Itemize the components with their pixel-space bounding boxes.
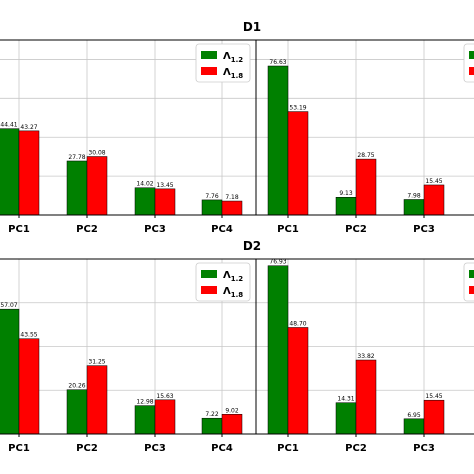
data-label: 76.93 xyxy=(269,259,286,266)
bar-green xyxy=(335,196,357,216)
legend-swatch xyxy=(201,286,217,294)
bar-green xyxy=(201,199,223,216)
data-label: 6.95 xyxy=(407,412,421,419)
bar-green xyxy=(403,418,425,435)
legend-swatch xyxy=(469,270,474,278)
data-label: 30.08 xyxy=(88,150,105,157)
chart-panel-3: 57.07 20.26 12.98 7.22 43.55 31.25 15.63 9.02 PC… xyxy=(0,258,257,454)
bar-red xyxy=(221,200,243,216)
x-tick-label: PC2 xyxy=(345,224,367,235)
x-tick-label: PC3 xyxy=(413,224,435,235)
bar-green xyxy=(66,160,88,216)
x-tick-label: PC2 xyxy=(76,443,98,454)
data-label: 12.98 xyxy=(136,399,153,406)
bar-red xyxy=(154,188,176,216)
data-label: 9.02 xyxy=(225,407,239,414)
bar-green xyxy=(134,405,156,435)
legend-swatch xyxy=(201,67,217,75)
chart-title-d1: D1 xyxy=(243,20,261,34)
data-label: 33.82 xyxy=(357,353,374,360)
bar-green xyxy=(267,265,289,435)
x-tick-label: PC2 xyxy=(76,224,98,235)
legend-swatch xyxy=(201,270,217,278)
bar-red xyxy=(287,327,309,435)
bar-red xyxy=(423,399,445,435)
bar-red xyxy=(18,338,40,435)
legend-box xyxy=(463,43,474,83)
bar-red xyxy=(18,130,40,216)
data-label: 15.63 xyxy=(156,393,173,400)
data-label: 9.13 xyxy=(339,190,353,197)
data-label: 15.45 xyxy=(425,178,442,185)
legend: Λ1.2Λ1.8 xyxy=(463,262,474,302)
bar-red xyxy=(355,359,377,435)
legend-swatch xyxy=(469,286,474,294)
data-label: 7.98 xyxy=(407,192,421,199)
legend-swatch xyxy=(469,67,474,75)
bar-green xyxy=(0,128,20,216)
data-label: 43.27 xyxy=(20,124,37,131)
chart-panels: 44.41 27.78 14.02 7.76 43.27 30.08 13.45 7.18 PC… xyxy=(0,39,474,454)
x-tick-label: PC2 xyxy=(345,443,367,454)
legend-label: Λ1.8 xyxy=(223,67,243,80)
legend: Λ1.2Λ1.8 xyxy=(463,43,474,83)
bar-red xyxy=(86,156,108,216)
bar-red xyxy=(154,399,176,435)
data-label: 76.63 xyxy=(269,59,286,66)
chart-panel-1: 44.41 27.78 14.02 7.76 43.27 30.08 13.45 7.18 PC… xyxy=(0,39,257,235)
data-label: 44.41 xyxy=(0,122,17,129)
x-tick-label: PC4 xyxy=(211,224,233,235)
data-label: 57.07 xyxy=(0,302,17,309)
data-label: 7.22 xyxy=(205,411,219,418)
x-tick-label: PC3 xyxy=(413,443,435,454)
chart-title-d2: D2 xyxy=(243,239,261,253)
bar-green xyxy=(335,402,357,435)
x-tick-label: PC3 xyxy=(144,443,166,454)
data-label: 53.19 xyxy=(289,105,306,112)
x-tick-label: PC1 xyxy=(8,224,30,235)
legend: Λ1.2 Λ1.8 xyxy=(195,43,251,83)
chart-panel-4: 76.93 14.31 6.95 48.70 33.82 15.45 PC1 PC2 PC3 Λ1… xyxy=(255,258,474,454)
x-tick-label: PC4 xyxy=(211,443,233,454)
bar-green xyxy=(66,389,88,435)
data-label: 14.02 xyxy=(136,181,153,188)
bar-red xyxy=(86,365,108,435)
x-tick-label: PC1 xyxy=(277,443,299,454)
bar-green xyxy=(403,199,425,216)
data-label: 7.76 xyxy=(205,193,219,200)
data-label: 14.31 xyxy=(337,396,354,403)
bar-red xyxy=(221,414,243,435)
plot-frame xyxy=(255,39,474,216)
data-label: 28.75 xyxy=(357,152,374,159)
data-label: 7.18 xyxy=(225,194,239,201)
data-label: 15.45 xyxy=(425,393,442,400)
data-label: 27.78 xyxy=(68,154,85,161)
legend-label: Λ1.2 xyxy=(223,51,243,64)
bar-red xyxy=(423,184,445,216)
bar-green xyxy=(267,65,289,216)
bar-green xyxy=(201,417,223,435)
legend-label: Λ1.8 xyxy=(223,286,243,299)
data-label: 20.26 xyxy=(68,383,85,390)
x-tick-label: PC1 xyxy=(8,443,30,454)
data-label: 43.55 xyxy=(20,332,37,339)
legend: Λ1.2 Λ1.8 xyxy=(195,262,251,302)
bar-green xyxy=(134,187,156,216)
legend-box xyxy=(463,262,474,302)
legend-label: Λ1.2 xyxy=(223,270,243,283)
legend-swatch xyxy=(469,51,474,59)
data-label: 48.70 xyxy=(289,320,306,327)
x-tick-label: PC3 xyxy=(144,224,166,235)
plot-frame xyxy=(255,258,474,435)
chart-panel-2: 76.63 9.13 7.98 53.19 28.75 15.45 PC1 PC2 PC3 Λ1.… xyxy=(255,39,474,235)
x-tick-label: PC1 xyxy=(277,224,299,235)
bar-red xyxy=(287,111,309,216)
legend-swatch xyxy=(201,51,217,59)
data-label: 13.45 xyxy=(156,182,173,189)
data-label: 31.25 xyxy=(88,359,105,366)
bar-green xyxy=(0,308,20,435)
bar-red xyxy=(355,158,377,216)
